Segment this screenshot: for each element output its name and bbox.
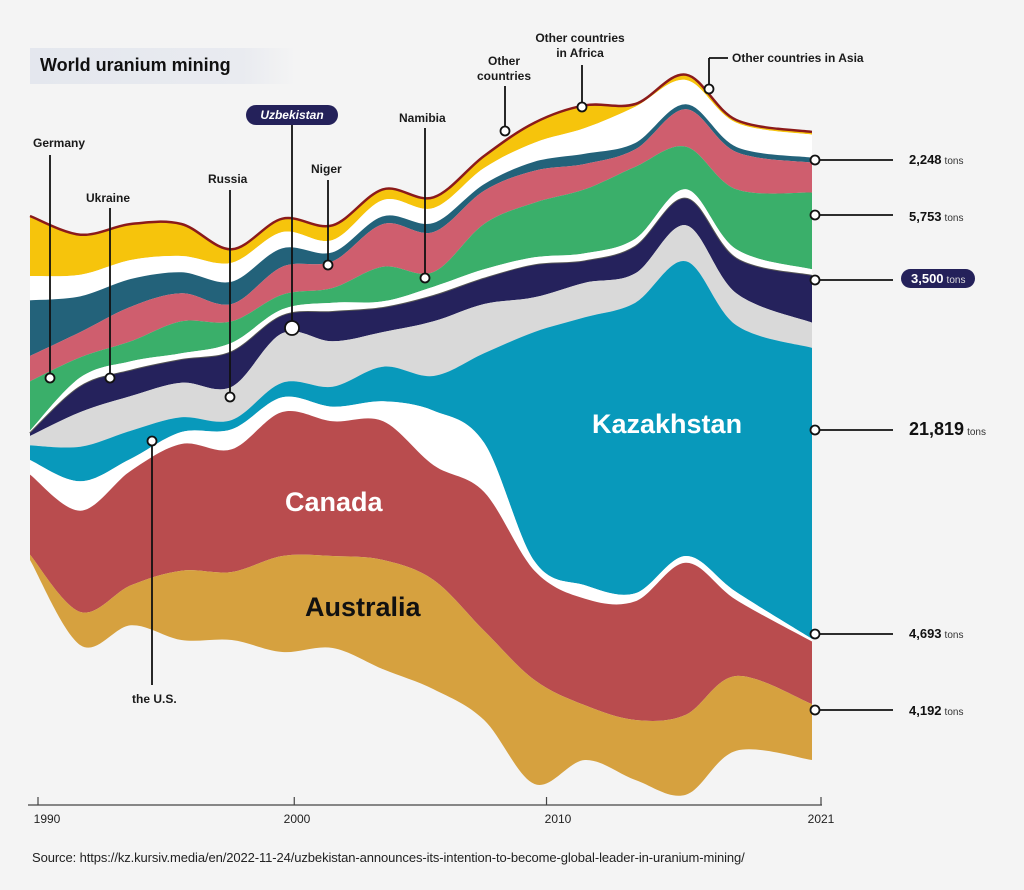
dot-ukraine [104, 372, 116, 384]
layer-edge-teal [29, 104, 813, 303]
label-uzbekistan: Uzbekistan [246, 105, 338, 125]
layer-other-countries-in-asia [30, 79, 812, 302]
label-ukraine: Ukraine [86, 191, 131, 205]
label-us: the U.S. [132, 692, 177, 706]
end-value-namibia-number: 5,753 [909, 209, 942, 224]
label-niger: Niger [311, 162, 342, 176]
inline-label-australia: Australia [305, 592, 421, 622]
layer-germany-ukraine [30, 189, 812, 434]
layer-uzbekistan [30, 198, 812, 436]
layer-niger [30, 109, 812, 382]
end-value-uzbekistan: 3,500 tons [901, 269, 976, 288]
plot-right-mask [812, 0, 1024, 800]
dot-namibia [419, 272, 431, 284]
label-russia: Russia [208, 172, 248, 186]
x-tick-2000: 2000 [283, 812, 311, 826]
end-value-canada-number: 4,693 [909, 626, 942, 641]
dot-end-niger [809, 154, 821, 166]
end-value-kazakhstan: 21,819 tons [909, 419, 986, 440]
inline-label-kazakhstan: Kazakhstan [592, 409, 743, 439]
dot-other-africa [576, 101, 588, 113]
layer-canada [30, 410, 812, 721]
layer-other-countries-other-countries-in-africa [30, 74, 812, 277]
end-value-kazakhstan-number: 21,819 [909, 419, 965, 439]
end-value-uzbekistan-unit: tons [946, 275, 966, 286]
stream-layers [29, 0, 1024, 800]
end-value-uzbekistan-number: 3,500 [911, 271, 944, 286]
end-value-niger-number: 2,248 [909, 152, 942, 167]
end-value-namibia: 5,753 tons [909, 209, 963, 224]
dot-end-namibia [809, 209, 821, 221]
dot-germany [44, 372, 56, 384]
label-namibia: Namibia [399, 111, 446, 125]
layer-namibia [30, 146, 812, 431]
dot-other-countries [499, 125, 511, 137]
dot-russia [224, 391, 236, 403]
layer-russia [30, 225, 812, 448]
dot-end-australia [809, 704, 821, 716]
label-other-countries: Other countries [476, 54, 531, 83]
end-value-niger-unit: tons [944, 156, 964, 167]
layer-australia [30, 554, 812, 796]
layer-the-u-s [30, 396, 812, 642]
dot-other-asia [703, 83, 715, 95]
layer-other-unlabeled [30, 105, 812, 356]
dot-end-kazakhstan [809, 424, 821, 436]
label-germany: Germany [33, 136, 86, 150]
source-citation: Source: https://kz.kursiv.media/en/2022-… [32, 850, 745, 865]
x-tick-2021: 2021 [807, 812, 835, 826]
end-value-australia: 4,192 tons [909, 703, 963, 718]
layer-kazakhstan [30, 261, 812, 639]
end-value-niger: 2,248 tons [909, 152, 963, 167]
dot-niger [322, 259, 334, 271]
dot-end-canada [809, 628, 821, 640]
inline-label-canada: Canada [285, 487, 383, 517]
annotation-leaders [44, 57, 893, 716]
end-value-canada-unit: tons [944, 630, 964, 641]
dot-uzbekistan [284, 320, 300, 336]
title-background [30, 48, 296, 84]
chart-title: World uranium mining [40, 55, 231, 75]
end-value-namibia-unit: tons [944, 213, 964, 224]
end-value-canada: 4,693 tons [909, 626, 963, 641]
dot-us [146, 435, 158, 447]
label-other-africa: Other countries in Africa [535, 31, 625, 60]
x-tick-1990: 1990 [33, 812, 61, 826]
x-axis [28, 797, 822, 806]
end-value-australia-number: 4,192 [909, 703, 942, 718]
dot-end-uzbekistan [809, 274, 821, 286]
x-tick-2010: 2010 [544, 812, 572, 826]
layer-edge-0 [29, 73, 813, 251]
end-value-kazakhstan-unit: tons [967, 427, 986, 438]
end-value-australia-unit: tons [944, 707, 964, 718]
label-other-asia: Other countries in Asia [732, 51, 864, 65]
